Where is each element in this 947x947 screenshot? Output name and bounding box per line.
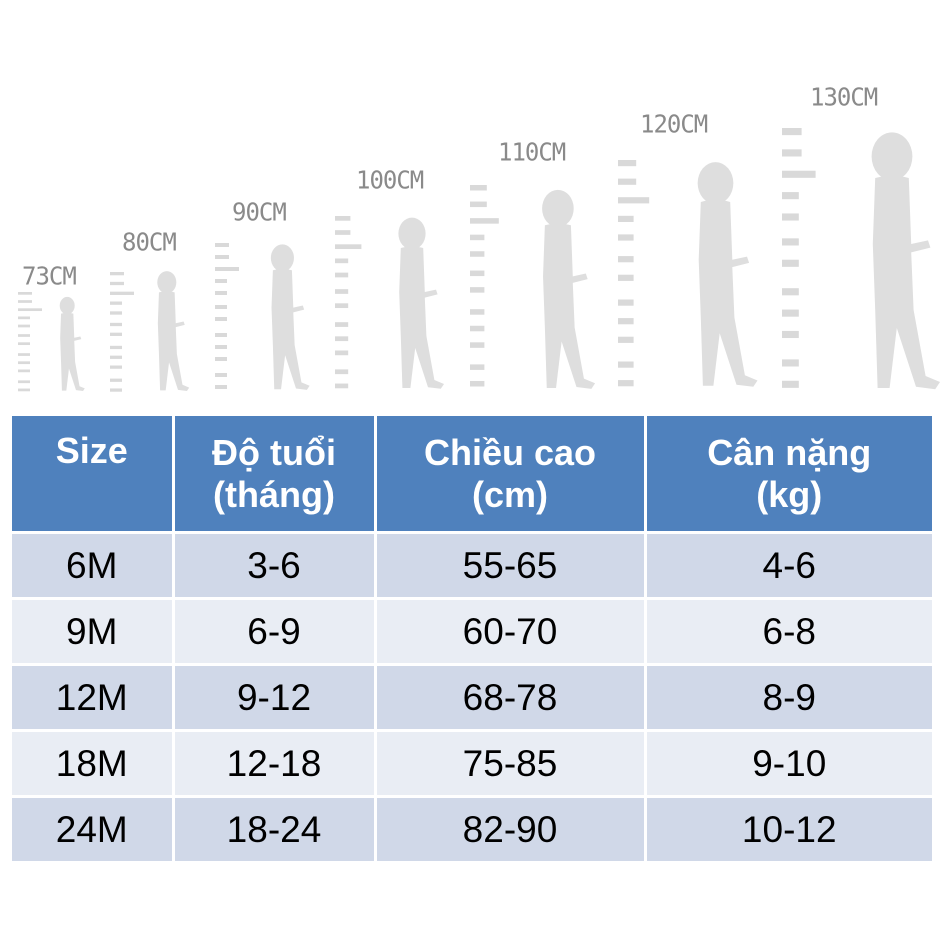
height-label-90: 90CM [232,197,287,227]
cell-weight: 6-8 [643,597,932,666]
cell-size: 6M [12,531,175,600]
cell-height: 55-65 [373,531,647,600]
cell-size: 24M [12,795,175,864]
cell-height: 75-85 [373,729,647,798]
table-row: 18M 12-18 75-85 9-10 [12,729,932,798]
cell-age: 9-12 [171,663,377,732]
table-header-row: Size Độ tuổi (tháng) Chiều cao (cm) Cân nặ… [12,416,932,534]
table-row: 24M 18-24 82-90 10-12 [12,795,932,864]
cell-age: 3-6 [171,531,377,600]
header-size: Size [12,416,175,534]
cell-age: 12-18 [171,729,377,798]
child-silhouettes-icon [18,128,940,392]
header-height: Chiều cao (cm) [373,416,647,534]
cell-weight: 9-10 [643,729,932,798]
table-row: 9M 6-9 60-70 6-8 [12,597,932,666]
cell-height: 68-78 [373,663,647,732]
cell-height: 60-70 [373,597,647,666]
cell-size: 9M [12,597,175,666]
height-label-130: 130CM [810,82,878,112]
height-label-80: 80CM [122,227,177,257]
height-label-120: 120CM [640,109,708,139]
height-illustration: 73CM 80CM 90CM 100CM 110CM 120CM 130CM [0,0,947,405]
cell-size: 12M [12,663,175,732]
cell-size: 18M [12,729,175,798]
cell-weight: 4-6 [643,531,932,600]
cell-age: 6-9 [171,597,377,666]
height-label-73: 73CM [22,261,77,291]
size-chart-table: Size Độ tuổi (tháng) Chiều cao (cm) Cân nặ… [12,416,932,864]
cell-weight: 8-9 [643,663,932,732]
cell-weight: 10-12 [643,795,932,864]
table-row: 6M 3-6 55-65 4-6 [12,531,932,600]
header-weight: Cân nặng (kg) [643,416,932,534]
table-row: 12M 9-12 68-78 8-9 [12,663,932,732]
cell-age: 18-24 [171,795,377,864]
height-label-110: 110CM [498,137,566,167]
height-label-100: 100CM [356,165,424,195]
cell-height: 82-90 [373,795,647,864]
header-age: Độ tuổi (tháng) [171,416,377,534]
